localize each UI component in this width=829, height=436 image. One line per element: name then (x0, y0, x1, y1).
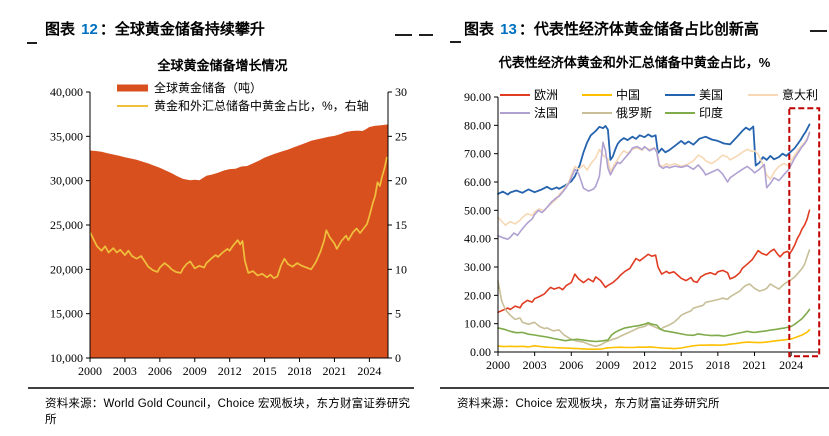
x-axis-tick-label: 2006 (148, 364, 172, 378)
legend-label: 全球黄金储备（吨） (154, 80, 262, 95)
legend-swatch (117, 84, 148, 92)
line-series-1 (497, 329, 811, 351)
chart-title: 全球黄金储备增长情况 (157, 58, 288, 73)
y-axis-tick-label: 0.00 (470, 345, 491, 359)
x-axis-tick-label: 2009 (596, 358, 620, 372)
y-axis-tick-label: 50.00 (464, 203, 491, 217)
caption-number: 13 (500, 21, 517, 38)
caption-label: 图表 (45, 21, 80, 38)
x-axis-tick-label: 2024 (357, 364, 381, 378)
source-note: 资料来源：Choice 宏观板块，东方财富证券研究所 (440, 387, 829, 411)
right-y-axis-tick-label: 20 (395, 174, 407, 188)
x-axis-tick-label: 2012 (218, 364, 242, 378)
figure-caption: 图表 12 ：全球黄金储备持续攀升 (45, 18, 265, 39)
right-y-axis-tick-label: 25 (395, 129, 407, 143)
line-series-6 (497, 308, 811, 343)
x-axis-tick-label: 2021 (322, 364, 346, 378)
y-axis-tick-label: 40.00 (464, 232, 491, 246)
y-axis-tick-label: 30,000 (50, 174, 83, 188)
border-dash (27, 42, 37, 44)
source-text: 资料来源：Choice 宏观板块，东方财富证券研究所 (457, 398, 720, 410)
x-axis-tick-label: 2000 (486, 358, 510, 372)
x-axis-tick-label: 2003 (113, 364, 137, 378)
legend-label: 俄罗斯 (616, 106, 652, 120)
legend-label: 印度 (699, 105, 723, 120)
line-series-5 (497, 249, 811, 348)
right-y-axis-tick-label: 10 (395, 262, 407, 276)
line-series-2 (497, 123, 811, 196)
x-axis-tick-label: 2009 (183, 364, 207, 378)
right-y-axis-tick-label: 15 (395, 218, 407, 232)
x-axis-tick-label: 2015 (253, 364, 277, 378)
x-axis-tick-label: 2018 (288, 364, 312, 378)
x-axis-tick-label: 2006 (559, 358, 583, 372)
chart-title: 代表性经济体黄金和外汇总储备中黄金占比，% (498, 55, 771, 70)
x-axis-tick-label: 2024 (779, 358, 803, 372)
caption-label: 图表 (464, 21, 499, 38)
x-axis-tick-label: 2015 (669, 358, 693, 372)
y-axis-tick-label: 90.00 (464, 90, 491, 104)
x-axis-tick-label: 2018 (706, 358, 730, 372)
border-dash (419, 34, 433, 36)
caption-number: 12 (81, 21, 98, 38)
legend-label: 欧洲 (534, 88, 558, 102)
legend-label: 美国 (699, 88, 723, 102)
y-axis-tick-label: 20,000 (50, 262, 83, 276)
highlight-dashed-box (788, 107, 821, 358)
caption-title: ：代表性经济体黄金储备占比创新高 (518, 21, 759, 38)
legend-label: 意大利 (782, 87, 818, 102)
border-dash (450, 41, 461, 43)
x-axis-tick-label: 2003 (523, 358, 547, 372)
line-series-4 (497, 131, 811, 240)
legend-label: 中国 (616, 87, 640, 102)
y-axis-tick-label: 15,000 (50, 307, 83, 321)
y-axis-tick-label: 40,000 (50, 85, 83, 99)
y-axis-tick-label: 10,000 (50, 351, 83, 365)
line-series-1 (89, 156, 388, 280)
right-y-axis-tick-label: 30 (395, 85, 407, 99)
legend-label: 黄金和外汇总储备中黄金占比，%，右轴 (154, 98, 369, 113)
economy-gold-share-chart: 90.00 80.00 70.00 60.00 50.00 40.00 30.00 20.00… (464, 87, 821, 372)
source-text: 资料来源：World Gold Council，Choice 宏观板块，东方财富… (45, 398, 411, 426)
right-y-axis-tick-label: 5 (395, 307, 401, 321)
y-axis-tick-label: 60.00 (464, 175, 491, 189)
y-axis-tick-label: 25,000 (50, 218, 83, 232)
source-note: 资料来源：World Gold Council，Choice 宏观板块，东方财富… (28, 387, 414, 427)
y-axis-tick-label: 35,000 (50, 129, 83, 143)
y-axis-tick-label: 10.00 (464, 317, 491, 331)
y-axis-tick-label: 70.00 (464, 147, 491, 161)
right-y-axis-tick-label: 0 (395, 351, 401, 365)
x-axis-tick-label: 2012 (633, 358, 657, 372)
figure-caption: 图表 13 ：代表性经济体黄金储备占比创新高 (464, 18, 759, 39)
border-dash (810, 30, 827, 32)
y-axis-tick-label: 20.00 (464, 288, 491, 302)
global-gold-reserves-chart: 40,000 35,000 30,000 25,000 20,000 15,000 10,0… (50, 80, 407, 378)
line-series-0 (497, 209, 811, 314)
border-dash (395, 34, 412, 36)
y-axis-tick-label: 80.00 (464, 118, 491, 132)
legend-label: 法国 (534, 106, 558, 120)
caption-title: ：全球黄金储备持续攀升 (99, 21, 265, 38)
x-axis-tick-label: 2021 (742, 358, 766, 372)
x-axis-tick-label: 2000 (78, 364, 102, 378)
y-axis-tick-label: 30.00 (464, 260, 491, 274)
